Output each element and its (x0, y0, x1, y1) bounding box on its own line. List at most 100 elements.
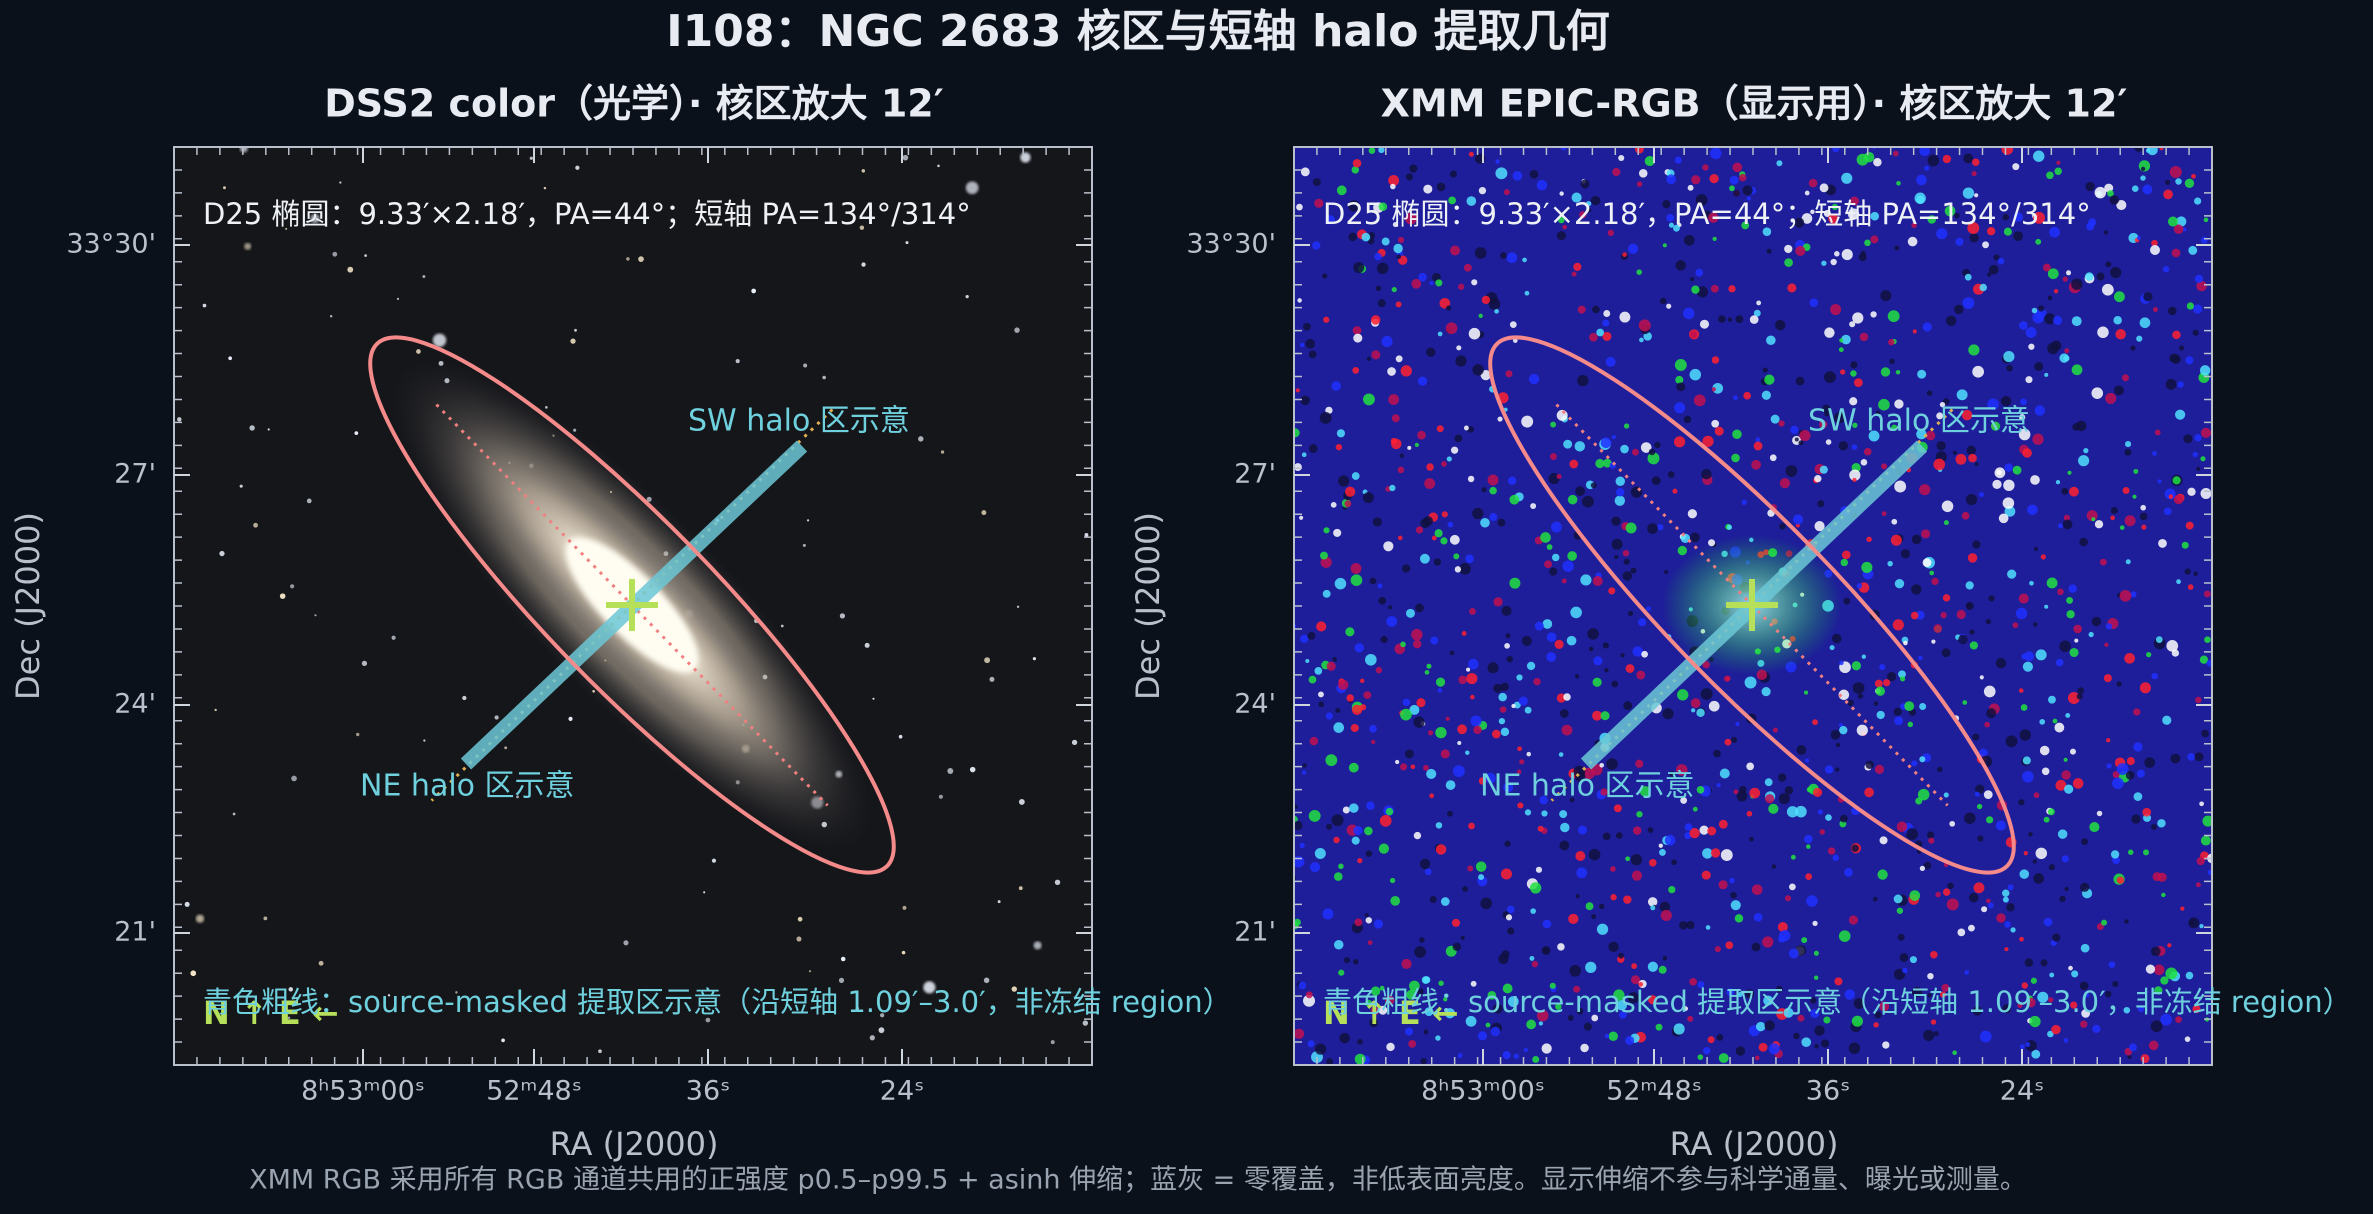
star (859, 225, 865, 230)
speckle (1768, 803, 1779, 814)
speckle (1309, 862, 1321, 873)
speckle (1804, 834, 1813, 844)
speckle (1610, 866, 1616, 872)
speckle (1771, 864, 1777, 869)
speckle (2200, 487, 2212, 500)
speckle (1556, 474, 1562, 480)
speckle (2196, 280, 2207, 292)
speckle (2125, 441, 2132, 448)
speckle (1326, 1058, 1334, 1065)
speckle (1917, 369, 1927, 379)
speckle (2149, 245, 2160, 255)
speckle (2028, 343, 2035, 350)
speckle (1906, 828, 1919, 840)
speckle (2071, 316, 2082, 327)
speckle (2091, 387, 2104, 399)
star (364, 254, 367, 257)
speckle (1875, 686, 1885, 696)
speckle (1299, 842, 1305, 849)
speckle (2034, 405, 2046, 416)
speckle (2200, 236, 2208, 244)
speckle (1779, 523, 1786, 530)
speckle (2018, 428, 2031, 441)
speckle (1824, 327, 1835, 338)
speckle (1654, 441, 1661, 449)
speckle (1404, 749, 1414, 759)
speckle (2013, 231, 2024, 242)
speckle (2029, 1015, 2041, 1028)
speckle (1316, 621, 1327, 632)
speckle (1307, 631, 1316, 640)
speckle (1322, 589, 1331, 598)
speckle (2181, 541, 2189, 549)
speckle (2002, 889, 2010, 897)
speckle (1641, 650, 1648, 658)
speckle (1838, 441, 1848, 451)
speckle (1447, 521, 1454, 528)
speckle (1795, 245, 1806, 257)
speckle (1824, 765, 1834, 774)
star (310, 213, 320, 224)
speckle (1892, 150, 1899, 157)
speckle (1460, 935, 1465, 940)
speckle (1473, 725, 1482, 735)
speckle (1498, 692, 1507, 702)
speckle (1672, 488, 1678, 494)
speckle (1819, 183, 1829, 193)
speckle (1559, 709, 1569, 718)
speckle (2142, 807, 2152, 817)
speckle (2080, 1020, 2088, 1028)
speckle (1630, 486, 1643, 498)
speckle (1445, 780, 1456, 790)
speckle (1841, 334, 1851, 345)
speckle (1415, 526, 1424, 534)
star (839, 613, 846, 619)
speckle (1487, 474, 1499, 486)
star (501, 1038, 505, 1043)
speckle (2004, 921, 2011, 928)
speckle (2048, 864, 2055, 871)
speckle (1303, 322, 1311, 331)
speckle (1405, 608, 1415, 618)
speckle (1677, 545, 1687, 556)
speckle (1295, 388, 1300, 393)
speckle (2012, 465, 2022, 475)
speckle (1711, 356, 1720, 364)
speckle (1708, 700, 1720, 712)
speckle (1435, 844, 1447, 855)
speckle (1554, 639, 1564, 649)
speckle (2188, 245, 2198, 255)
speckle (1300, 634, 1309, 644)
speckle (1848, 1042, 1861, 1054)
star (984, 657, 991, 664)
speckle (1332, 657, 1337, 662)
speckle (1588, 646, 1594, 652)
speckle (1635, 759, 1644, 768)
speckle (1395, 301, 1402, 308)
speckle (1919, 147, 1930, 157)
speckle (2128, 1043, 2137, 1052)
speckle (1691, 708, 1696, 713)
speckle (1308, 350, 1317, 359)
speckle (1542, 919, 1552, 929)
speckle (1658, 965, 1667, 974)
speckle (1369, 577, 1377, 585)
star (938, 794, 943, 799)
speckle (1480, 369, 1491, 381)
speckle (1521, 415, 1534, 428)
speckle (2171, 354, 2181, 365)
speckle (2199, 801, 2204, 807)
speckle (1695, 268, 1704, 277)
speckle (2113, 385, 2124, 396)
speckle (2063, 1038, 2069, 1043)
speckle (1429, 281, 1434, 286)
ne-label: NE halo 区示意 (1480, 769, 1695, 804)
speckle (1314, 198, 1324, 208)
speckle (2165, 179, 2171, 185)
speckle (2200, 456, 2206, 462)
speckle (2020, 704, 2028, 711)
speckle (1297, 298, 1302, 303)
speckle (1741, 499, 1747, 505)
speckle (1365, 850, 1373, 857)
speckle (2207, 869, 2212, 876)
